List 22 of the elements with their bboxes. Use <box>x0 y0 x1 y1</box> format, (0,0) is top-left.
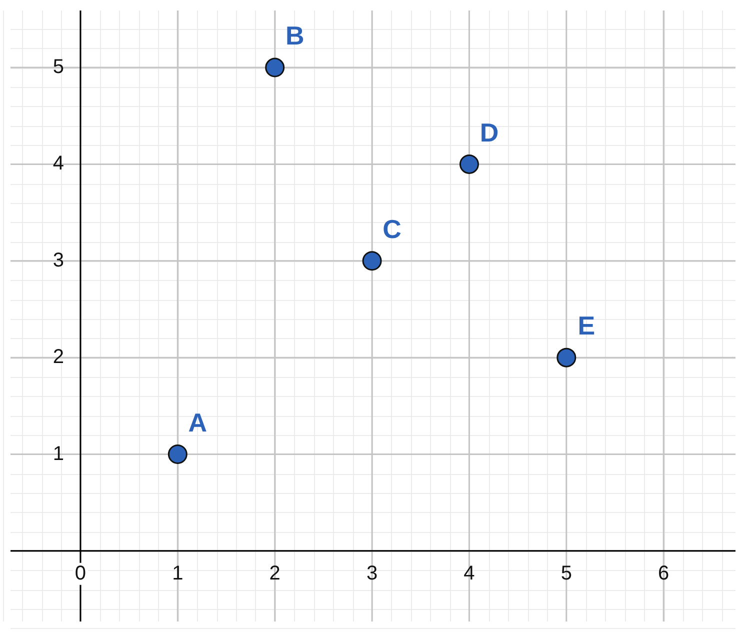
point <box>265 58 285 78</box>
point <box>362 251 382 271</box>
x-tick-label: 5 <box>560 562 572 584</box>
x-tick-label: 3 <box>366 562 378 584</box>
x-tick-label: 4 <box>464 562 475 584</box>
y-tick-label: 5 <box>52 56 64 78</box>
x-tick-label: 6 <box>658 562 670 584</box>
x-tick-label: 1 <box>172 562 184 584</box>
point <box>459 154 479 174</box>
point <box>168 444 188 464</box>
point <box>556 348 576 368</box>
annotation: E <box>578 310 596 341</box>
annotation: A <box>188 407 208 438</box>
y-tick-label: 4 <box>52 152 64 175</box>
annotation: B <box>285 20 304 51</box>
y-tick-label: 1 <box>52 442 64 465</box>
y-tick-label: 2 <box>52 346 64 368</box>
annotation: D <box>480 117 499 148</box>
x-tick-label: 0 <box>74 562 86 584</box>
y-tick-label: 3 <box>52 249 64 272</box>
x-tick-label: 2 <box>269 562 280 584</box>
annotation: C <box>382 214 402 244</box>
